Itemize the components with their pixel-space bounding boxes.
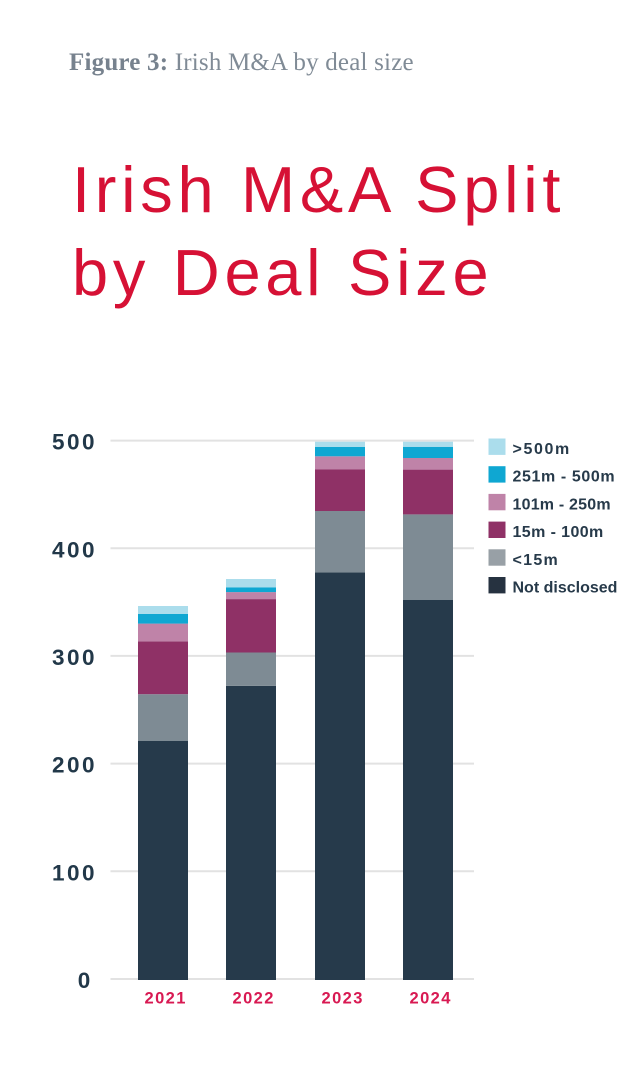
svg-text:0: 0	[78, 968, 93, 993]
svg-text:300: 300	[52, 645, 97, 670]
svg-text:2023: 2023	[322, 990, 364, 1008]
svg-text:Not disclosed: Not disclosed	[513, 580, 618, 597]
svg-text:200: 200	[52, 753, 97, 778]
svg-text:251m - 500m: 251m - 500m	[513, 469, 616, 486]
svg-text:2021: 2021	[145, 990, 187, 1008]
svg-text:15m - 100m: 15m - 100m	[513, 524, 604, 541]
svg-text:2022: 2022	[233, 990, 275, 1008]
svg-text:2024: 2024	[410, 990, 452, 1008]
svg-text:>500m: >500m	[513, 441, 571, 458]
svg-text:400: 400	[52, 537, 97, 562]
svg-text:100: 100	[52, 860, 97, 885]
svg-text:500: 500	[52, 430, 97, 455]
svg-text:101m - 250m: 101m - 250m	[513, 496, 611, 513]
svg-text:<15m: <15m	[513, 552, 560, 569]
